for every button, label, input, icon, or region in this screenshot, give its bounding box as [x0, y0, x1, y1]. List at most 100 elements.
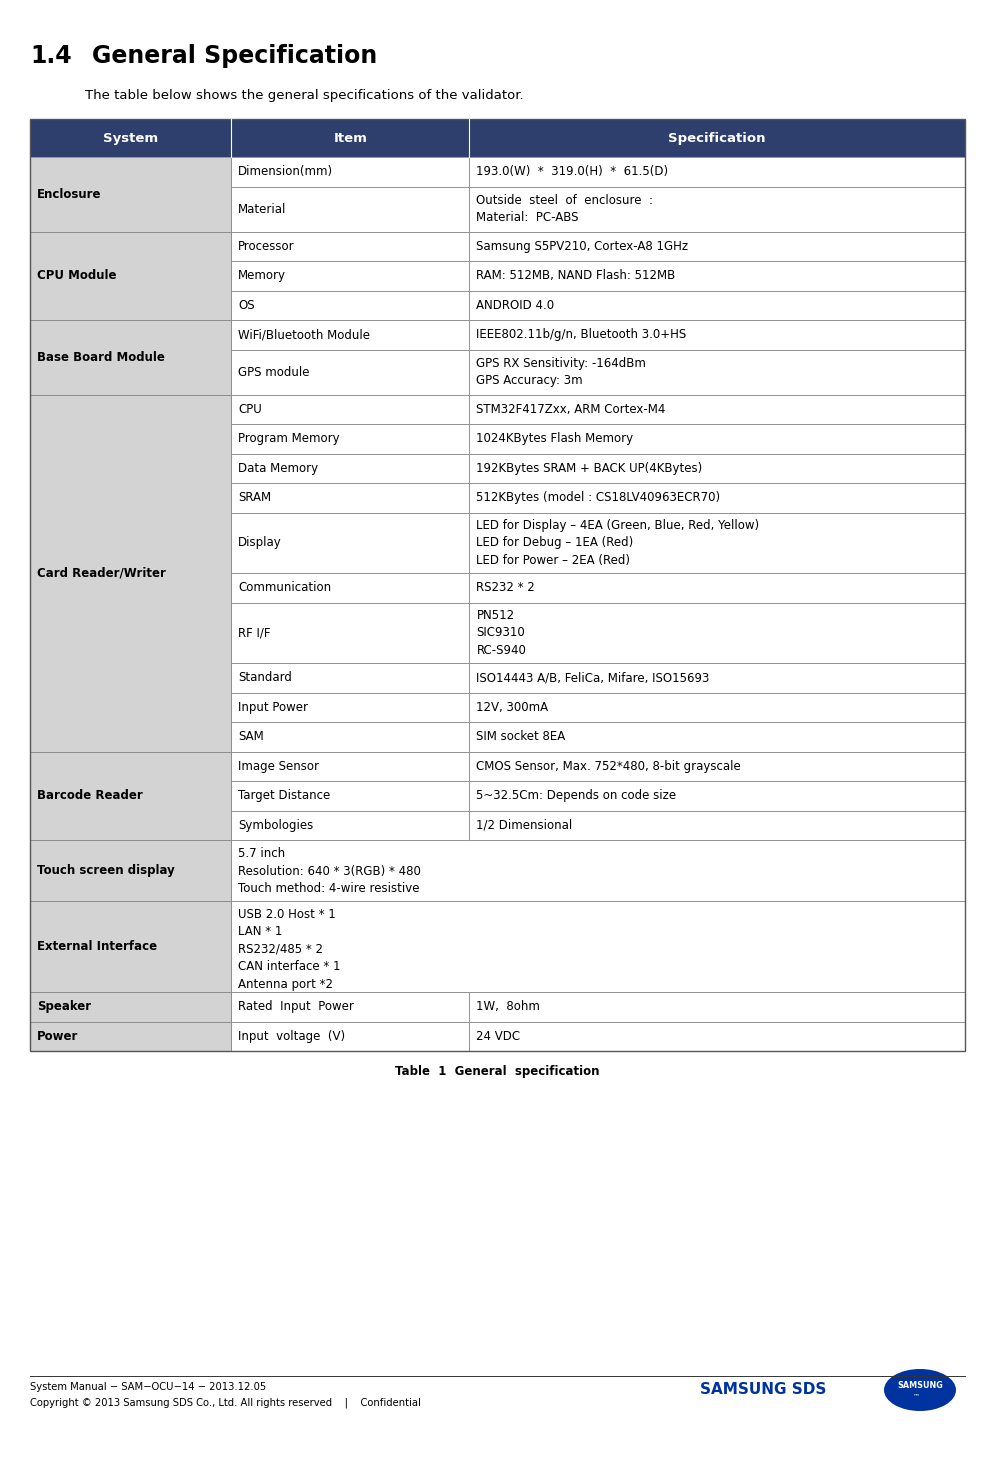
Bar [231, 573, 469, 603]
Bar [30, 231, 231, 320]
Bar [231, 261, 469, 290]
Bar [469, 187, 964, 231]
Text: SAMSUNG: SAMSUNG [897, 1381, 942, 1390]
Bar [469, 663, 964, 693]
Text: RS232 * 2: RS232 * 2 [476, 581, 535, 594]
Bar [231, 781, 469, 811]
Text: Image Sensor: Image Sensor [238, 759, 319, 772]
Text: CPU: CPU [238, 402, 261, 416]
Bar [469, 261, 964, 290]
Bar [231, 513, 469, 573]
Bar [469, 395, 964, 425]
Text: Processor: Processor [238, 240, 294, 252]
Text: Speaker: Speaker [37, 1001, 91, 1013]
Text: Memory: Memory [238, 270, 285, 282]
Bar [469, 231, 964, 261]
Text: SAM: SAM [238, 730, 263, 743]
Text: Input  voltage  (V): Input voltage (V) [238, 1030, 345, 1042]
Bar [231, 840, 964, 901]
Text: Enclosure: Enclosure [37, 187, 101, 200]
Text: Outside  steel  of  enclosure  :
Material:  PC-ABS: Outside steel of enclosure : Material: P… [476, 193, 653, 224]
Text: Dimension(mm): Dimension(mm) [238, 165, 333, 178]
Text: Power: Power [37, 1030, 79, 1042]
Text: Card Reader/Writer: Card Reader/Writer [37, 566, 166, 579]
Text: Material: Material [238, 202, 286, 215]
Text: Table  1  General  specification: Table 1 General specification [395, 1066, 599, 1077]
Bar [231, 187, 469, 231]
Bar [469, 573, 964, 603]
Bar [30, 395, 231, 752]
Bar [231, 454, 469, 483]
Text: 1W,  8ohm: 1W, 8ohm [476, 1001, 540, 1013]
Text: ™: ™ [912, 1393, 919, 1399]
Bar [469, 454, 964, 483]
Text: 193.0(W)  *  319.0(H)  *  61.5(D): 193.0(W) * 319.0(H) * 61.5(D) [476, 165, 668, 178]
Text: Base Board Module: Base Board Module [37, 351, 165, 364]
Bar [30, 840, 231, 901]
Text: SRAM: SRAM [238, 491, 271, 504]
Text: GPS module: GPS module [238, 366, 309, 379]
Bar [231, 395, 469, 425]
Bar [469, 752, 964, 781]
Bar [231, 811, 469, 840]
Bar [231, 158, 469, 187]
Bar [469, 603, 964, 663]
Bar [469, 425, 964, 454]
Text: ANDROID 4.0: ANDROID 4.0 [476, 299, 554, 311]
Bar [469, 320, 964, 349]
Text: ISO14443 A/B, FeliCa, Mifare, ISO15693: ISO14443 A/B, FeliCa, Mifare, ISO15693 [476, 671, 709, 684]
Bar [469, 781, 964, 811]
Text: IEEE802.11b/g/n, Bluetooth 3.0+HS: IEEE802.11b/g/n, Bluetooth 3.0+HS [476, 329, 686, 342]
Bar [231, 722, 469, 752]
Text: Input Power: Input Power [238, 700, 308, 713]
Bar [469, 158, 964, 187]
Text: Specification: Specification [668, 131, 765, 144]
Text: Target Distance: Target Distance [238, 789, 330, 802]
Text: 1024KBytes Flash Memory: 1024KBytes Flash Memory [476, 432, 633, 445]
Text: SAMSUNG SDS: SAMSUNG SDS [700, 1383, 826, 1397]
Text: Data Memory: Data Memory [238, 461, 318, 475]
Bar [469, 722, 964, 752]
Text: RF I/F: RF I/F [238, 626, 270, 640]
Text: Standard: Standard [238, 671, 291, 684]
Text: Barcode Reader: Barcode Reader [37, 789, 142, 802]
Text: Samsung S5PV210, Cortex-A8 1GHz: Samsung S5PV210, Cortex-A8 1GHz [476, 240, 688, 252]
Text: 1/2 Dimensional: 1/2 Dimensional [476, 818, 573, 831]
Ellipse shape [883, 1369, 955, 1411]
Bar [231, 1021, 469, 1051]
Text: CMOS Sensor, Max. 752*480, 8-bit grayscale: CMOS Sensor, Max. 752*480, 8-bit graysca… [476, 759, 741, 772]
Text: GPS RX Sensitivity: -164dBm
GPS Accuracy: 3m: GPS RX Sensitivity: -164dBm GPS Accuracy… [476, 357, 646, 388]
Text: LED for Display – 4EA (Green, Blue, Red, Yellow)
LED for Debug – 1EA (Red)
LED f: LED for Display – 4EA (Green, Blue, Red,… [476, 519, 758, 566]
Bar [231, 693, 469, 722]
Bar [30, 992, 231, 1021]
Bar [30, 119, 964, 158]
Text: WiFi/Bluetooth Module: WiFi/Bluetooth Module [238, 329, 370, 342]
Text: External Interface: External Interface [37, 940, 157, 952]
Text: 12V, 300mA: 12V, 300mA [476, 700, 548, 713]
Bar [231, 290, 469, 320]
Text: RAM: 512MB, NAND Flash: 512MB: RAM: 512MB, NAND Flash: 512MB [476, 270, 675, 282]
Text: 5.7 inch
Resolution: 640 * 3(RGB) * 480
Touch method: 4-wire resistive: 5.7 inch Resolution: 640 * 3(RGB) * 480 … [238, 848, 420, 895]
Bar [469, 811, 964, 840]
Bar [30, 119, 964, 1051]
Text: System: System [102, 131, 158, 144]
Bar [469, 513, 964, 573]
Text: System Manual − SAM−OCU−14 − 2013.12.05: System Manual − SAM−OCU−14 − 2013.12.05 [30, 1383, 266, 1391]
Bar [231, 992, 469, 1021]
Text: STM32F417Zxx, ARM Cortex-M4: STM32F417Zxx, ARM Cortex-M4 [476, 402, 665, 416]
Text: CPU Module: CPU Module [37, 270, 116, 282]
Bar [231, 425, 469, 454]
Bar [469, 1021, 964, 1051]
Bar [231, 752, 469, 781]
Bar [469, 693, 964, 722]
Bar [231, 603, 469, 663]
Bar [30, 320, 231, 395]
Text: PN512
SIC9310
RC-S940: PN512 SIC9310 RC-S940 [476, 609, 526, 657]
Bar [231, 901, 964, 992]
Bar [469, 992, 964, 1021]
Bar [469, 349, 964, 395]
Text: Program Memory: Program Memory [238, 432, 339, 445]
Bar [231, 483, 469, 513]
Bar [469, 290, 964, 320]
Bar [469, 483, 964, 513]
